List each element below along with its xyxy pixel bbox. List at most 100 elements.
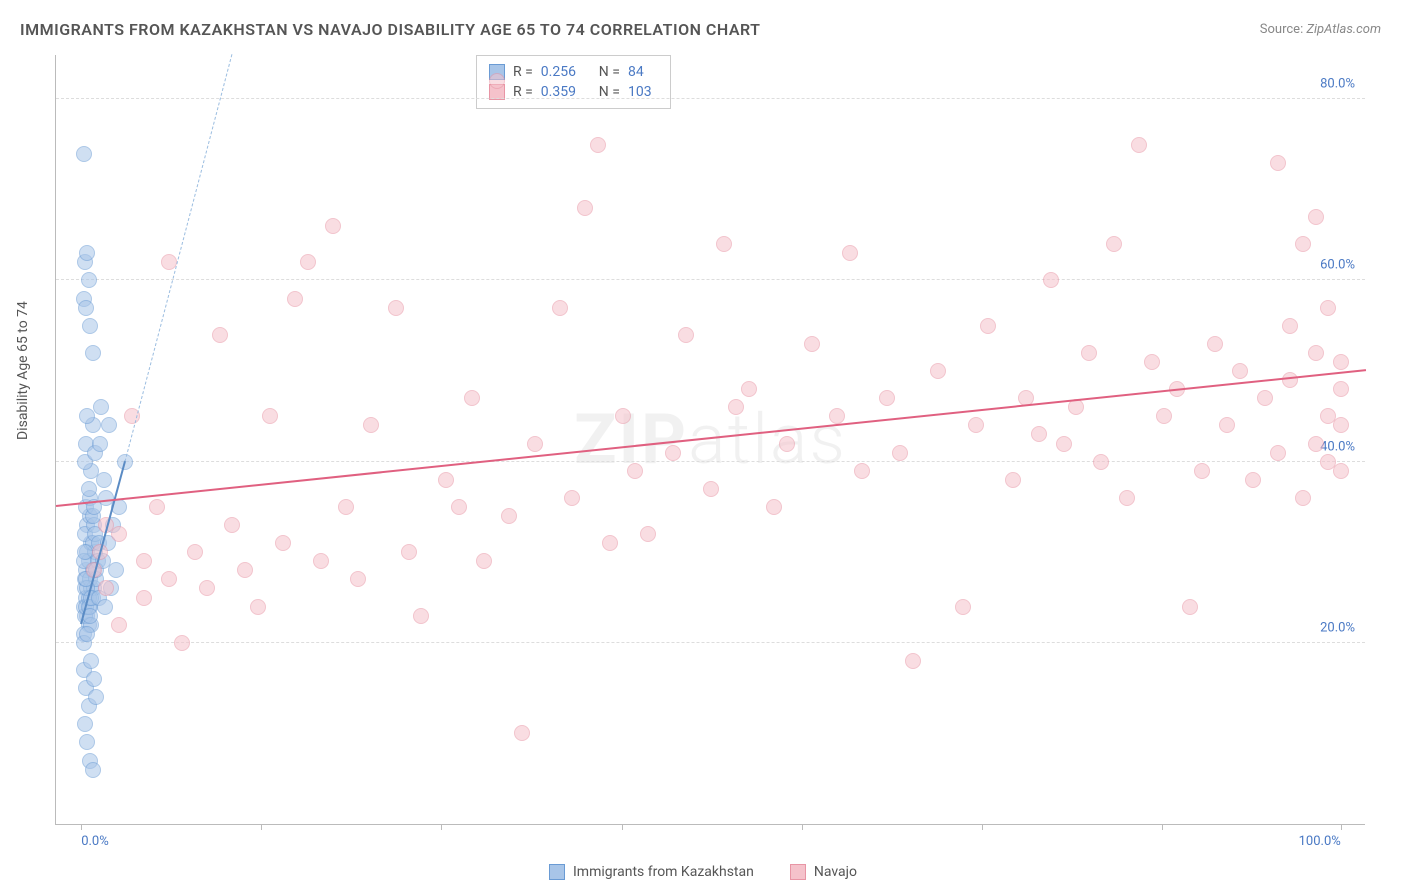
data-point <box>86 671 102 687</box>
data-point <box>905 653 921 669</box>
data-point <box>237 562 253 578</box>
data-point <box>79 245 95 261</box>
data-point <box>438 472 454 488</box>
data-point <box>174 635 190 651</box>
data-point <box>489 73 505 89</box>
data-point <box>79 734 95 750</box>
data-point <box>79 408 95 424</box>
data-point <box>1282 318 1298 334</box>
data-point <box>1131 137 1147 153</box>
data-point <box>136 553 152 569</box>
legend-stats-row: R =0.256N =84 <box>489 62 658 82</box>
data-point <box>1194 463 1210 479</box>
data-point <box>1043 272 1059 288</box>
data-point <box>766 499 782 515</box>
x-tick <box>1341 824 1342 830</box>
data-point <box>96 472 112 488</box>
data-point <box>97 599 113 615</box>
legend-swatch <box>549 864 565 880</box>
data-point <box>501 508 517 524</box>
data-point <box>111 617 127 633</box>
legend-item: Immigrants from Kazakhstan <box>549 864 754 880</box>
data-point <box>92 436 108 452</box>
data-point <box>678 327 694 343</box>
data-point <box>1308 436 1324 452</box>
x-tick <box>982 824 983 830</box>
source-attribution: Source: ZipAtlas.com <box>1260 22 1381 37</box>
y-tick-label: 40.0% <box>1320 439 1355 454</box>
data-point <box>1119 490 1135 506</box>
data-point <box>1333 381 1349 397</box>
data-point <box>842 245 858 261</box>
data-point <box>527 436 543 452</box>
data-point <box>388 300 404 316</box>
data-point <box>892 445 908 461</box>
data-point <box>108 562 124 578</box>
data-point <box>564 490 580 506</box>
legend-label: Navajo <box>814 864 857 880</box>
data-point <box>955 599 971 615</box>
data-point <box>728 399 744 415</box>
data-point <box>552 300 568 316</box>
data-point <box>968 417 984 433</box>
data-point <box>451 499 467 515</box>
data-point <box>627 463 643 479</box>
n-label: N = <box>599 64 620 80</box>
data-point <box>81 272 97 288</box>
data-point <box>1295 490 1311 506</box>
data-point <box>149 499 165 515</box>
x-tick-label: 0.0% <box>81 834 109 849</box>
scatter-plot-area: R =0.256N =84R =0.359N =103 ZIPatlas 20.… <box>55 55 1365 825</box>
legend-swatch <box>790 864 806 880</box>
correlation-legend: R =0.256N =84R =0.359N =103 <box>476 55 671 109</box>
data-point <box>1333 417 1349 433</box>
data-point <box>741 381 757 397</box>
data-point <box>1144 354 1160 370</box>
data-point <box>1056 436 1072 452</box>
gridline <box>56 461 1365 462</box>
data-point <box>313 553 329 569</box>
y-axis-label: Disability Age 65 to 74 <box>15 301 31 440</box>
y-tick-label: 80.0% <box>1320 77 1355 92</box>
data-point <box>287 291 303 307</box>
y-tick-label: 20.0% <box>1320 620 1355 635</box>
data-point <box>829 408 845 424</box>
data-point <box>703 481 719 497</box>
y-tick-label: 60.0% <box>1320 258 1355 273</box>
data-point <box>350 571 366 587</box>
data-point <box>250 599 266 615</box>
gridline <box>56 279 1365 280</box>
data-point <box>1308 345 1324 361</box>
data-point <box>136 590 152 606</box>
r-value: 0.256 <box>541 64 591 80</box>
data-point <box>1257 390 1273 406</box>
data-point <box>76 146 92 162</box>
data-point <box>577 200 593 216</box>
data-point <box>1333 354 1349 370</box>
data-point <box>78 300 94 316</box>
data-point <box>1093 454 1109 470</box>
data-point <box>338 499 354 515</box>
data-point <box>1270 155 1286 171</box>
data-point <box>1031 426 1047 442</box>
data-point <box>602 535 618 551</box>
data-point <box>854 463 870 479</box>
data-point <box>199 580 215 596</box>
r-label: R = <box>513 64 533 80</box>
data-point <box>464 390 480 406</box>
data-point <box>1219 417 1235 433</box>
data-point <box>275 535 291 551</box>
data-point <box>779 436 795 452</box>
data-point <box>85 762 101 778</box>
x-tick <box>1162 824 1163 830</box>
data-point <box>85 345 101 361</box>
data-point <box>77 716 93 732</box>
data-point <box>1232 363 1248 379</box>
gridline <box>56 98 1365 99</box>
x-tick <box>622 824 623 830</box>
trend-line-extension <box>125 53 233 461</box>
data-point <box>1333 463 1349 479</box>
data-point <box>590 137 606 153</box>
data-point <box>81 481 97 497</box>
x-tick-label: 100.0% <box>1299 834 1341 849</box>
